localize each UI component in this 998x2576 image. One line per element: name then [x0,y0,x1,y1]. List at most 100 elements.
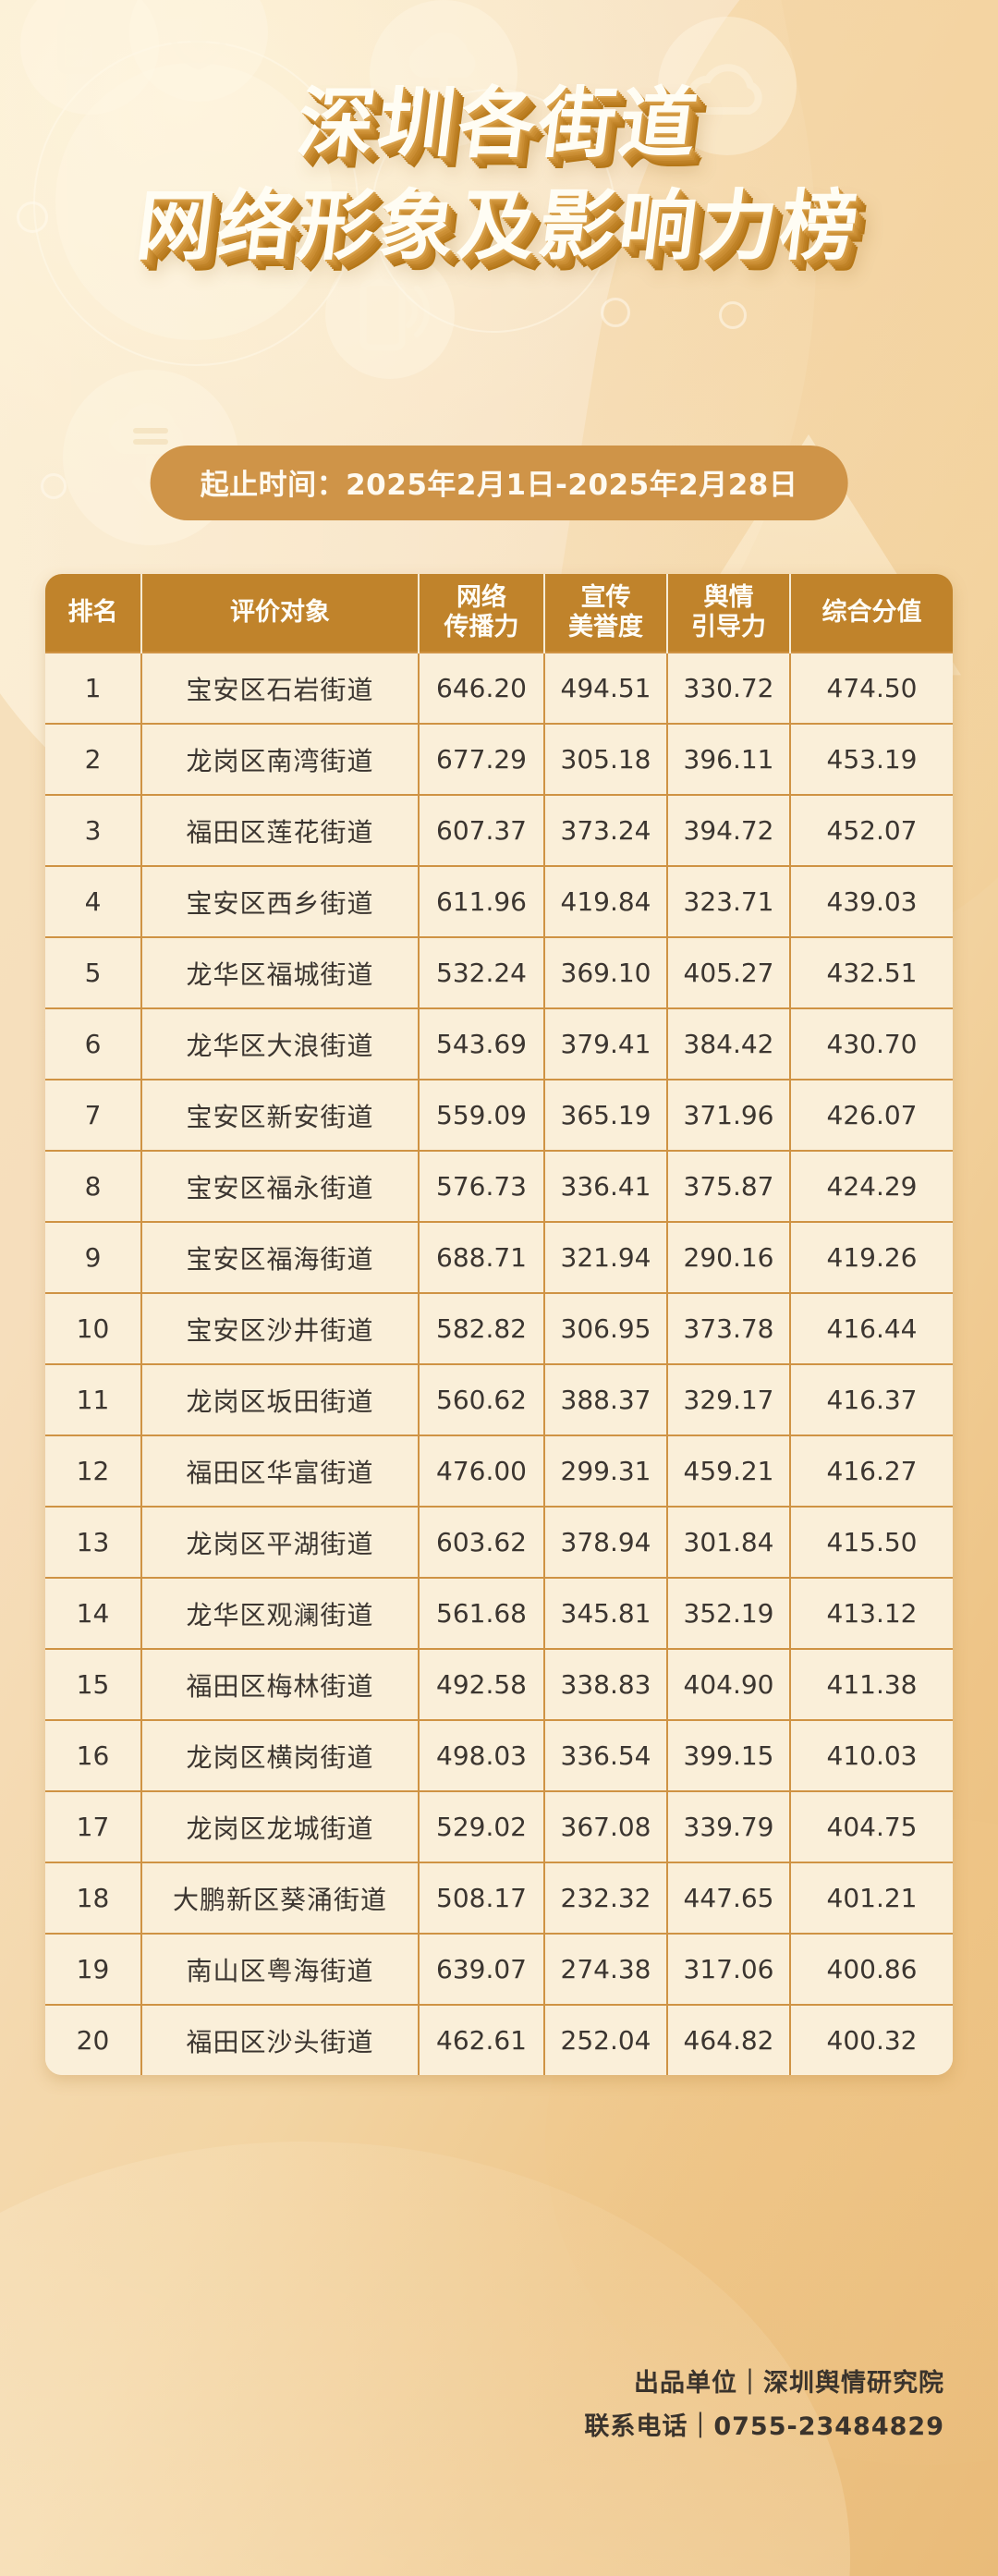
rank-cell: 1 [45,652,142,724]
title-line-2: 网络形象及影响力榜 [131,181,867,271]
rank-cell: 20 [45,2004,142,2075]
publicity-reputation-cell: 232.32 [544,1862,668,1934]
table-row: 4 宝安区西乡街道 611.96 419.84 323.71 439.03 [45,865,953,937]
opinion-guidance-cell: 464.82 [667,2004,791,2075]
table-header-row: 排名 评价对象 网络 传播力 宣传 美誉度 舆情 引导力 综合分值 [45,574,953,653]
table-row: 9 宝安区福海街道 688.71 321.94 290.16 419.26 [45,1221,953,1293]
object-cell: 龙华区观澜街道 [141,1577,420,1649]
opinion-guidance-cell: 399.15 [667,1719,791,1791]
table-row: 3 福田区莲花街道 607.37 373.24 394.72 452.07 [45,794,953,866]
rank-cell: 5 [45,936,142,1008]
rank-cell: 16 [45,1719,142,1791]
opinion-guidance-cell: 301.84 [667,1506,791,1578]
publicity-reputation-cell: 494.51 [544,652,668,724]
network-spread-cell: 611.96 [419,865,545,937]
opinion-guidance-cell: 384.42 [667,1007,791,1080]
rank-cell: 17 [45,1790,142,1862]
node-dot-3 [601,298,630,327]
publicity-reputation-cell: 388.37 [544,1363,668,1435]
object-cell: 宝安区新安街道 [141,1079,420,1151]
total-score-cell: 413.12 [790,1577,953,1649]
table-row: 6 龙华区大浪街道 543.69 379.41 384.42 430.70 [45,1007,953,1080]
object-cell: 福田区莲花街道 [141,794,420,866]
rank-cell: 4 [45,865,142,937]
table-body: 1 宝安区石岩街道 646.20 494.51 330.72 474.50 2 龙岗区南湾街道… [45,652,953,2075]
publicity-reputation-cell: 336.54 [544,1719,668,1791]
background-arc-lower-left [0,2142,850,2576]
object-cell: 龙华区福城街道 [141,936,420,1008]
publicity-reputation-cell: 379.41 [544,1007,668,1080]
table-row: 7 宝安区新安街道 559.09 365.19 371.96 426.07 [45,1079,953,1151]
rank-cell: 7 [45,1079,142,1151]
date-range-banner: 起止时间：2025年2月1日-2025年2月28日 [150,446,848,520]
object-cell: 福田区梅林街道 [141,1648,420,1720]
node-dot-4 [719,301,747,329]
opinion-guidance-cell: 371.96 [667,1079,791,1151]
publicity-reputation-cell: 367.08 [544,1790,668,1862]
table-row: 14 龙华区观澜街道 561.68 345.81 352.19 413.12 [45,1577,953,1649]
total-score-cell: 474.50 [790,652,953,724]
header-total-score: 综合分值 [790,574,953,653]
object-cell: 龙岗区平湖街道 [141,1506,420,1578]
rank-cell: 6 [45,1007,142,1080]
rank-cell: 2 [45,723,142,795]
opinion-guidance-cell: 447.65 [667,1862,791,1934]
network-spread-cell: 603.62 [419,1506,545,1578]
total-score-cell: 415.50 [790,1506,953,1578]
network-spread-cell: 561.68 [419,1577,545,1649]
rank-cell: 12 [45,1435,142,1507]
opinion-guidance-cell: 459.21 [667,1435,791,1507]
total-score-cell: 439.03 [790,865,953,937]
table-row: 12 福田区华富街道 476.00 299.31 459.21 416.27 [45,1435,953,1507]
object-cell: 福田区沙头街道 [141,2004,420,2075]
table-row: 15 福田区梅林街道 492.58 338.83 404.90 411.38 [45,1648,953,1720]
opinion-guidance-cell: 375.87 [667,1150,791,1222]
table-row: 8 宝安区福永街道 576.73 336.41 375.87 424.29 [45,1150,953,1222]
network-spread-cell: 688.71 [419,1221,545,1293]
object-cell: 福田区华富街道 [141,1435,420,1507]
publicity-reputation-cell: 369.10 [544,936,668,1008]
table-row: 11 龙岗区坂田街道 560.62 388.37 329.17 416.37 [45,1363,953,1435]
total-score-cell: 416.37 [790,1363,953,1435]
rank-cell: 19 [45,1933,142,2005]
object-cell: 宝安区福永街道 [141,1150,420,1222]
table-row: 20 福田区沙头街道 462.61 252.04 464.82 400.32 [45,2004,953,2075]
publicity-reputation-cell: 419.84 [544,865,668,937]
header-rank: 排名 [45,574,142,653]
total-score-cell: 430.70 [790,1007,953,1080]
publicity-reputation-cell: 378.94 [544,1506,668,1578]
network-spread-cell: 559.09 [419,1079,545,1151]
network-spread-cell: 498.03 [419,1719,545,1791]
total-score-cell: 453.19 [790,723,953,795]
network-spread-cell: 646.20 [419,652,545,724]
table-header: 排名 评价对象 网络 传播力 宣传 美誉度 舆情 引导力 综合分值 [45,574,953,653]
table-row: 10 宝安区沙井街道 582.82 306.95 373.78 416.44 [45,1292,953,1364]
rank-cell: 3 [45,794,142,866]
rank-cell: 10 [45,1292,142,1364]
header-opinion-guidance-line1: 舆情 [703,583,754,613]
rank-cell: 8 [45,1150,142,1222]
opinion-guidance-cell: 330.72 [667,652,791,724]
rank-cell: 11 [45,1363,142,1435]
total-score-cell: 416.44 [790,1292,953,1364]
header-opinion-guidance: 舆情 引导力 [667,574,791,653]
table-row: 13 龙岗区平湖街道 603.62 378.94 301.84 415.50 [45,1506,953,1578]
object-cell: 龙岗区横岗街道 [141,1719,420,1791]
publicity-reputation-cell: 321.94 [544,1221,668,1293]
network-spread-cell: 607.37 [419,794,545,866]
publicity-reputation-cell: 373.24 [544,794,668,866]
object-cell: 南山区粤海街道 [141,1933,420,2005]
object-cell: 宝安区沙井街道 [141,1292,420,1364]
header-publicity-reputation-line1: 宣传 [580,583,631,613]
network-spread-cell: 582.82 [419,1292,545,1364]
opinion-guidance-cell: 323.71 [667,865,791,937]
total-score-cell: 432.51 [790,936,953,1008]
publicity-reputation-cell: 365.19 [544,1079,668,1151]
publicity-reputation-cell: 299.31 [544,1435,668,1507]
header-network-spread-line2: 传播力 [444,613,519,641]
footer-credits: 出品单位｜深圳舆情研究院 联系电话｜0755-23484829 [584,2362,944,2449]
table-row: 1 宝安区石岩街道 646.20 494.51 330.72 474.50 [45,652,953,724]
opinion-guidance-cell: 290.16 [667,1221,791,1293]
opinion-guidance-cell: 317.06 [667,1933,791,2005]
